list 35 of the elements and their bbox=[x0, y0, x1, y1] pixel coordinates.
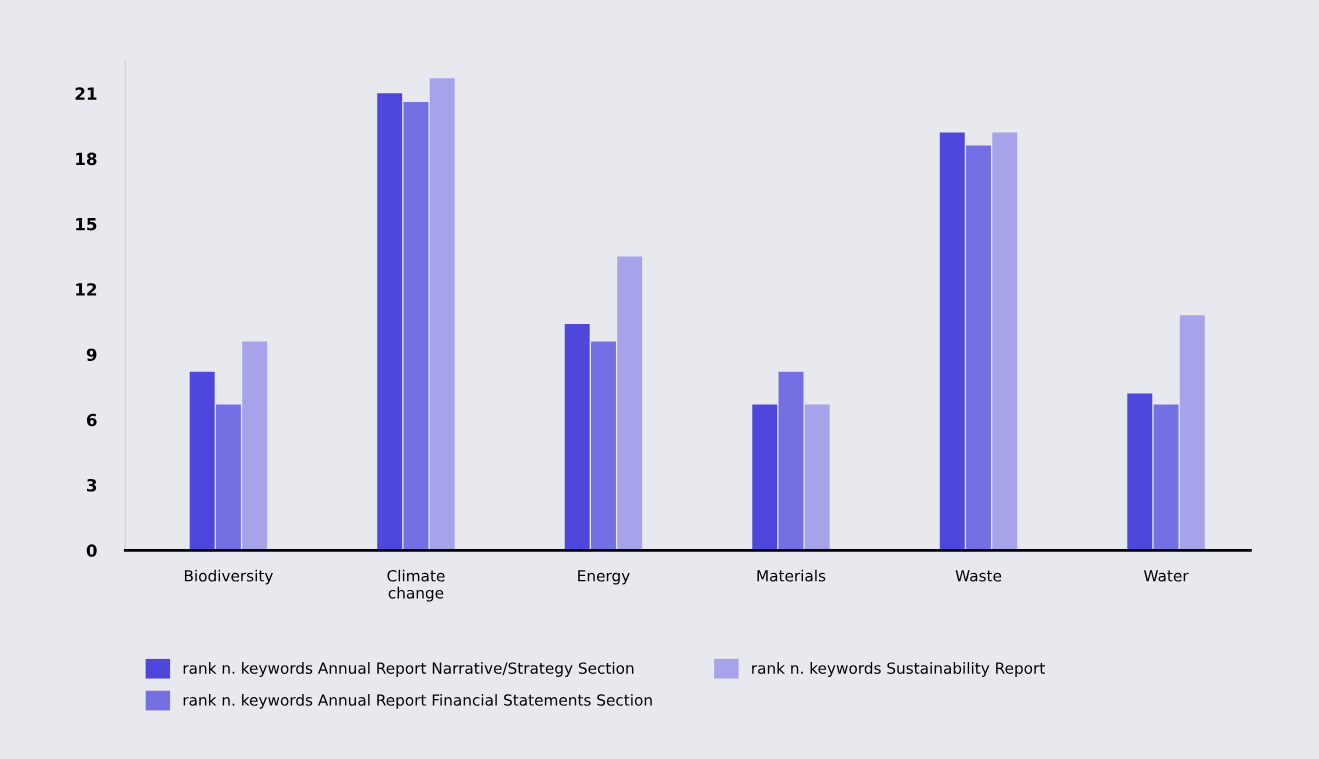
bar bbox=[591, 341, 616, 551]
y-tick-label: 0 bbox=[86, 544, 97, 557]
bar bbox=[617, 256, 643, 551]
legend-label: rank n. keywords Sustainability Report bbox=[752, 662, 1045, 677]
legend-label: rank n. keywords Annual Report Financial Statements Section bbox=[183, 693, 652, 709]
y-tick-label: 9 bbox=[86, 348, 97, 362]
bar bbox=[939, 132, 965, 551]
x-tick-label: Biodiversity bbox=[184, 569, 273, 585]
bar bbox=[403, 102, 429, 551]
bar bbox=[992, 132, 1018, 551]
bar bbox=[1127, 393, 1153, 551]
bar bbox=[429, 78, 455, 551]
bar bbox=[242, 341, 268, 551]
bar bbox=[377, 93, 403, 551]
bar bbox=[1179, 315, 1205, 551]
y-tick-label: 12 bbox=[76, 283, 97, 296]
bar bbox=[1153, 404, 1179, 551]
y-tick-label: 18 bbox=[76, 152, 97, 166]
bar bbox=[778, 371, 804, 551]
x-tick-label: Materials bbox=[757, 569, 826, 582]
legend-label: rank n. keywords Annual Report Narrative/Strategy Section bbox=[183, 662, 634, 677]
x-tick-label: Energy bbox=[578, 570, 630, 585]
bar bbox=[564, 323, 590, 551]
bar bbox=[966, 145, 991, 551]
bar bbox=[752, 404, 778, 551]
bar bbox=[189, 371, 215, 551]
y-tick-label: 15 bbox=[76, 218, 97, 231]
x-tick-label: Water bbox=[1143, 570, 1189, 582]
x-tick-label: Climate change bbox=[387, 569, 445, 602]
y-tick-label: 6 bbox=[86, 413, 97, 427]
bar bbox=[804, 404, 830, 551]
bar bbox=[215, 404, 241, 551]
y-tick-label: 3 bbox=[87, 478, 97, 492]
x-tick-label: Waste bbox=[955, 570, 1002, 582]
y-tick-label: 21 bbox=[75, 87, 97, 100]
